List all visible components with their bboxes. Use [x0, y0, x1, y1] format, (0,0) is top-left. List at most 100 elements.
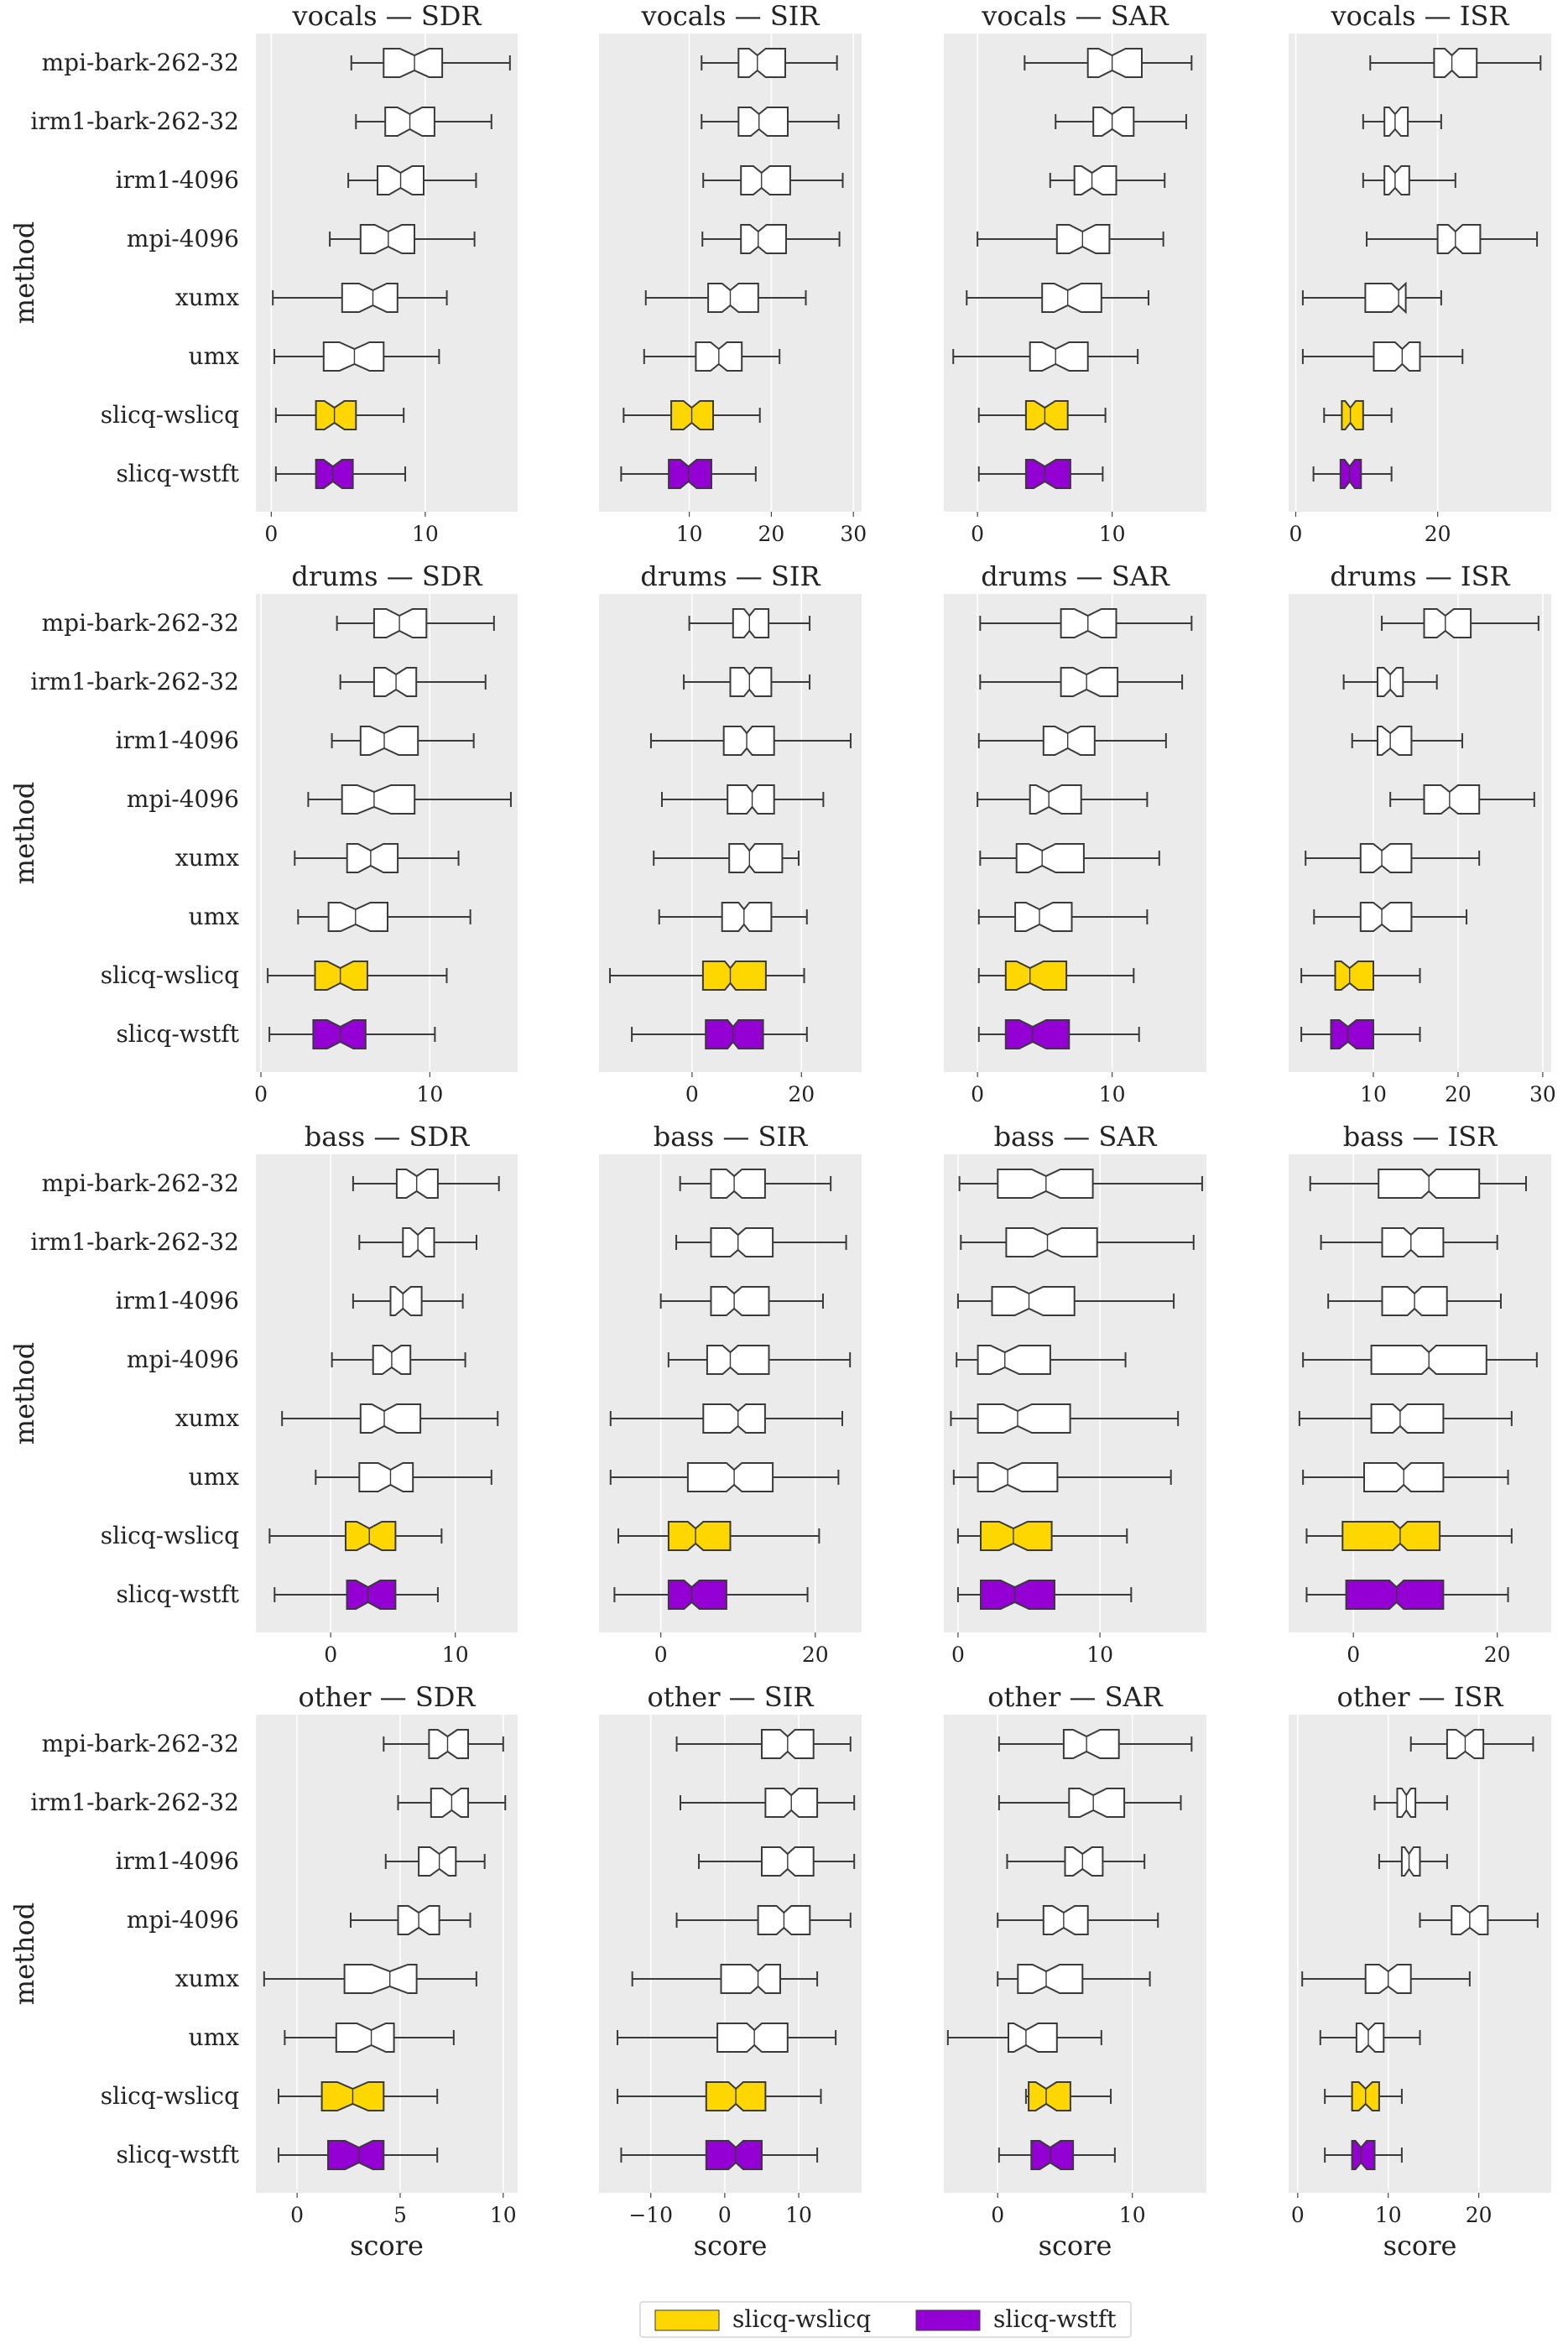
box-irm1-bark-262-32	[683, 667, 811, 697]
box-umx	[977, 902, 1149, 932]
notched-box	[428, 1729, 469, 1759]
y-tick-label: slicq-wstft	[116, 460, 239, 487]
panel-background	[256, 594, 518, 1072]
box-slicq-wstft	[620, 2140, 819, 2170]
panel-background	[256, 34, 518, 512]
y-tick-label: slicq-wslicq	[101, 1522, 239, 1549]
panel-bass-sir: bass — SIR 0 20	[599, 1121, 862, 1667]
box-mpi-bark-262-32	[979, 608, 1193, 638]
box-mpi-4096	[701, 224, 841, 254]
box-mpi-bark-262-32	[1369, 48, 1542, 78]
box-mpi-bark-262-32	[675, 1729, 852, 1759]
y-tick-label: slicq-wstft	[116, 1580, 239, 1608]
box-mpi-bark-262-32	[701, 48, 838, 78]
notched-box	[315, 459, 354, 489]
notched-box	[327, 902, 388, 932]
notched-box	[372, 608, 428, 638]
panel-bass-sar: bass — SAR 0 10	[944, 1121, 1206, 1667]
x-tick-label: 0	[971, 1082, 984, 1106]
notched-box	[1024, 400, 1069, 430]
box-irm1-4096	[659, 1286, 824, 1316]
notched-box	[1092, 107, 1135, 137]
notched-box	[1423, 608, 1472, 638]
x-tick-label: −10	[628, 2203, 673, 2227]
x-tick-label: 10	[1086, 1643, 1113, 1667]
notched-box	[1062, 1729, 1120, 1759]
box-slicq-wstft	[998, 2140, 1116, 2170]
box-slicq-wslicq	[1305, 1521, 1513, 1551]
x-tick-label: 10	[1099, 522, 1126, 546]
notched-box	[343, 1964, 418, 1994]
box-xumx	[644, 283, 807, 313]
notched-box	[346, 1580, 397, 1610]
notched-box	[740, 165, 791, 195]
notched-box	[1028, 2081, 1071, 2111]
box-mpi-bark-262-32	[1409, 1729, 1534, 1759]
y-tick-label: irm1-4096	[116, 1287, 239, 1315]
notched-box	[1377, 726, 1413, 756]
y-axis-label: method	[8, 1342, 40, 1445]
box-slicq-wstft	[273, 1580, 439, 1610]
notched-box	[1042, 1905, 1089, 1935]
box-irm1-4096	[977, 726, 1167, 756]
box-mpi-4096	[331, 1345, 466, 1375]
notched-box	[1433, 48, 1478, 78]
panel-background	[256, 1154, 518, 1632]
box-irm1-bark-262-32	[675, 1227, 847, 1257]
box-slicq-wslicq	[268, 1521, 443, 1551]
notched-box	[705, 1019, 764, 1049]
box-slicq-wstft	[1300, 1019, 1421, 1049]
notched-box	[1334, 961, 1374, 991]
box-mpi-4096	[997, 1905, 1159, 1935]
box-irm1-bark-262-32	[339, 667, 487, 697]
box-xumx	[950, 1403, 1180, 1434]
notched-box	[1024, 459, 1071, 489]
box-irm1-4096	[702, 165, 844, 195]
y-tick-label: umx	[189, 903, 240, 930]
notched-box	[721, 902, 773, 932]
notched-box	[729, 667, 773, 697]
x-tick-label: 0	[254, 1082, 268, 1106]
box-mpi-bark-262-32	[352, 1169, 500, 1199]
y-tick-label: irm1-bark-262-32	[30, 668, 239, 695]
box-irm1-4096	[1006, 1846, 1146, 1877]
box-mpi-bark-262-32	[1309, 1169, 1527, 1199]
box-mpi-4096	[307, 784, 512, 815]
panel-bass-sdr: bass — SDR 0 10 mpi-bark-262-32 irm1-bark-26…	[8, 1121, 518, 1667]
legend-swatch-slicq-wslicq	[654, 2309, 720, 2331]
box-mpi-4096	[667, 1345, 852, 1375]
notched-box	[1330, 1019, 1374, 1049]
panel-background	[944, 1715, 1206, 2193]
notched-box	[991, 1286, 1076, 1316]
panel-title: other — SIR	[648, 1681, 815, 1713]
x-tick-label: 10	[1375, 2203, 1402, 2227]
notched-box	[732, 608, 770, 638]
notched-box	[1004, 1019, 1071, 1049]
box-irm1-4096	[352, 1286, 464, 1316]
x-tick-label: 10	[412, 522, 439, 546]
panel-title: drums — SDR	[291, 560, 482, 592]
box-mpi-bark-262-32	[1024, 48, 1193, 78]
panel-drums-sir: drums — SIR 0 20	[599, 560, 862, 1106]
x-tick-label: 10	[676, 522, 703, 546]
panel-title: other — SAR	[987, 1681, 1163, 1713]
box-slicq-wstft	[268, 1019, 436, 1049]
box-slicq-wslicq	[623, 400, 761, 430]
box-umx	[643, 341, 781, 372]
box-xumx	[281, 1403, 499, 1434]
notched-box	[1436, 224, 1482, 254]
x-tick-label: 0	[971, 522, 984, 546]
x-tick-label: 0	[324, 1643, 337, 1667]
box-irm1-4096	[331, 726, 475, 756]
panel-background	[599, 594, 862, 1072]
notched-box	[1073, 165, 1117, 195]
notched-box	[1359, 902, 1413, 932]
x-tick-label: 0	[1347, 1643, 1360, 1667]
box-irm1-bark-262-32	[397, 1788, 507, 1818]
y-tick-label: xumx	[175, 284, 239, 311]
x-tick-label: 5	[393, 2203, 407, 2227]
box-mpi-4096	[329, 224, 476, 254]
panel-drums-isr: drums — ISR 10 20 30	[1289, 560, 1556, 1106]
notched-box	[997, 1169, 1094, 1199]
